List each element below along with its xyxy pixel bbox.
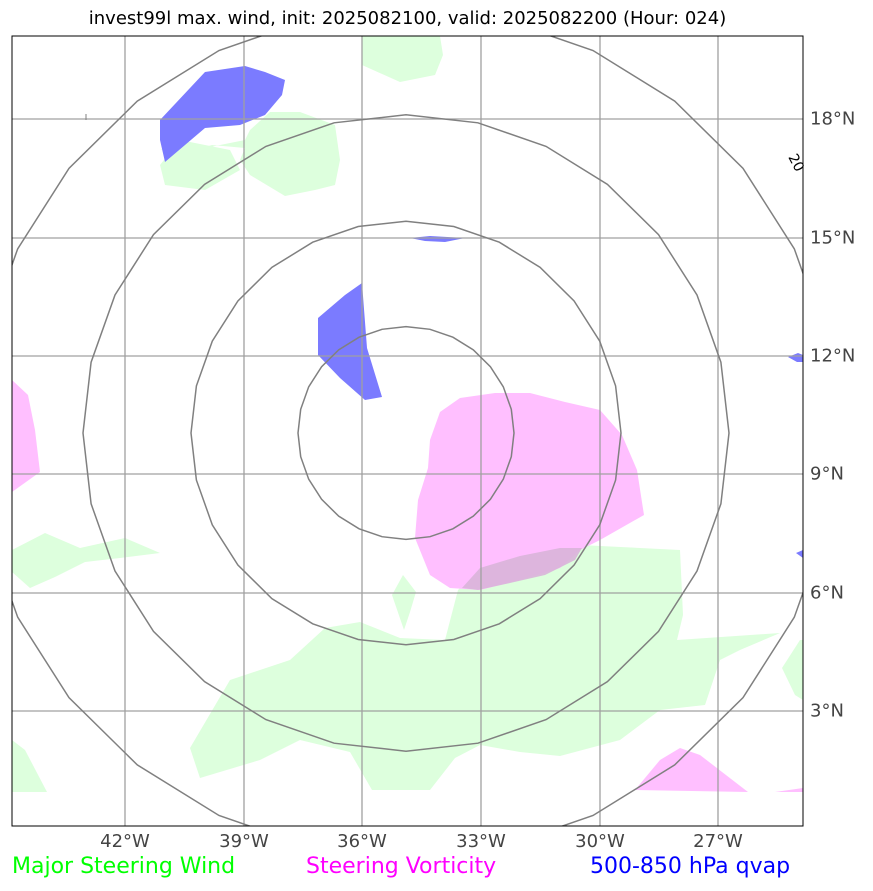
- lon-label-33w: 33°W: [456, 831, 506, 852]
- steering-wind-area: [160, 140, 240, 190]
- steering-vorticity-areas: [12, 380, 803, 792]
- steering-wind-area: [160, 112, 340, 196]
- steering-wind-area: [392, 575, 416, 630]
- lon-label-39w: 39°W: [219, 831, 269, 852]
- qvap-areas: [160, 66, 803, 558]
- map-title: invest99l max. wind, init: 2025082100, v…: [88, 8, 727, 29]
- lon-label-27w: 27°W: [693, 831, 743, 852]
- qvap-area: [160, 66, 285, 162]
- lon-label-36w: 36°W: [337, 831, 387, 852]
- steering-vorticity-area: [12, 380, 40, 492]
- steering-vorticity-area: [775, 788, 803, 792]
- legend-steering-wind: Major Steering Wind: [12, 854, 236, 879]
- steering-vorticity-area: [635, 748, 748, 792]
- edge-contour-label: 20: [784, 151, 806, 174]
- qvap-area: [796, 550, 803, 558]
- lat-label-15n: 15°N: [810, 227, 856, 249]
- lat-label-18n: 18°N: [810, 108, 856, 130]
- steering-wind-area: [190, 545, 780, 790]
- qvap-area: [410, 236, 465, 242]
- lat-label-3n: 3°N: [810, 700, 844, 722]
- range-rings: [12, 36, 803, 826]
- range-ring: [82, 114, 730, 752]
- lon-label-30w: 30°W: [575, 831, 625, 852]
- qvap-area: [788, 353, 803, 362]
- lat-label-6n: 6°N: [810, 582, 844, 604]
- lat-lon-grid: [12, 36, 803, 826]
- lat-label-9n: 9°N: [810, 463, 844, 485]
- range-ring: [297, 325, 515, 541]
- steering-wind-area: [12, 740, 47, 792]
- plot-frame: [11, 35, 804, 827]
- range-ring: [190, 220, 622, 646]
- legend-qvap: 500-850 hPa qvap: [590, 854, 791, 879]
- steering-wind-area: [782, 640, 803, 700]
- steering-wind-area: [362, 36, 443, 82]
- legend-steering-vorticity: Steering Vorticity: [306, 854, 497, 879]
- steering-wind-area: [12, 533, 160, 588]
- steering-vorticity-area: [415, 393, 644, 590]
- steering-wind-areas: [12, 36, 803, 792]
- lon-label-42w: 42°W: [100, 831, 150, 852]
- overlap-area: [462, 548, 582, 590]
- range-ring: [12, 36, 803, 826]
- qvap-area: [318, 283, 382, 400]
- lat-label-12n: 12°N: [810, 345, 856, 367]
